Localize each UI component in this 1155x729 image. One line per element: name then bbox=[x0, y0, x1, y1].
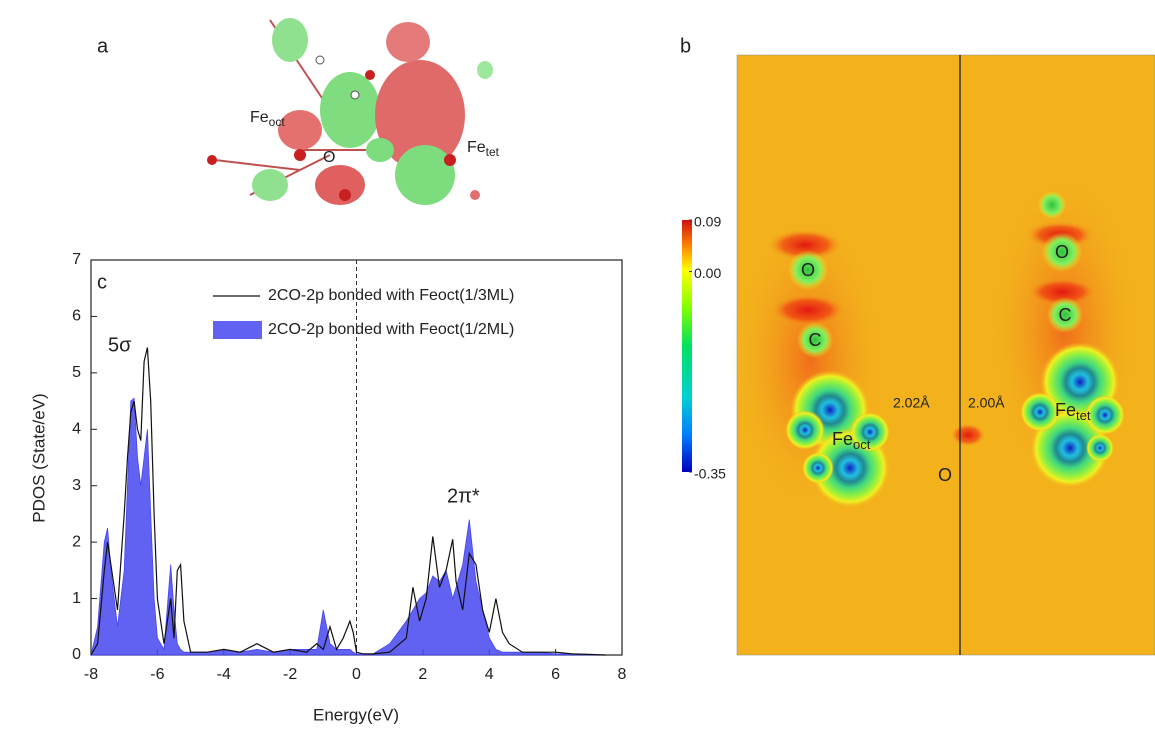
legend-swatch bbox=[213, 321, 262, 339]
atom-subscript: tet bbox=[1076, 408, 1091, 423]
y-tick-label: 1 bbox=[72, 590, 81, 607]
y-tick-label: 6 bbox=[72, 308, 81, 325]
y-tick-label: 0 bbox=[72, 646, 81, 663]
atom-symbol: C bbox=[1059, 305, 1072, 325]
atom-symbol: Fe bbox=[467, 139, 486, 156]
atom-symbol: O bbox=[1055, 242, 1069, 262]
atom-label: Fetet bbox=[467, 139, 500, 159]
legend-label: 2CO-2p bonded with Feoct(1/3ML) bbox=[268, 287, 514, 304]
colorbar-tick-label: 0.00 bbox=[694, 265, 721, 281]
x-tick-label: -6 bbox=[150, 666, 164, 683]
atom-symbol: O bbox=[801, 260, 815, 280]
x-axis-label: Energy(eV) bbox=[313, 705, 399, 724]
atom-symbol: C bbox=[809, 330, 822, 350]
atom-label: Feoct bbox=[250, 109, 285, 129]
colorbar-tick-label: -0.35 bbox=[694, 466, 726, 482]
panel-label: b bbox=[680, 35, 691, 57]
atom-label: O bbox=[938, 465, 952, 485]
atom-label: O bbox=[323, 149, 335, 166]
y-tick-label: 4 bbox=[72, 421, 81, 438]
annotation: 5σ bbox=[108, 334, 132, 356]
x-tick-label: -8 bbox=[84, 666, 98, 683]
annotation: 2π* bbox=[447, 485, 480, 507]
legend-label: 2CO-2p bonded with Feoct(1/2ML) bbox=[268, 321, 514, 338]
line bbox=[90, 347, 606, 656]
atom-symbol: Fe bbox=[832, 429, 853, 449]
y-tick-label: 3 bbox=[72, 477, 81, 494]
y-axis-label: PDOS (State/eV) bbox=[29, 393, 48, 522]
x-tick-label: -4 bbox=[217, 666, 231, 683]
atom-label: Feoct bbox=[832, 429, 871, 453]
x-tick-label: 4 bbox=[485, 666, 494, 683]
atom-symbol: Fe bbox=[1055, 400, 1076, 420]
map-labels: O C Feoct O O C Fetet 2.02Å 2.00Å bbox=[801, 242, 1091, 485]
atom-subscript: oct bbox=[853, 437, 871, 452]
x-tick-label: 6 bbox=[551, 666, 560, 683]
x-tick-label: 2 bbox=[418, 666, 427, 683]
atom-label: C bbox=[1059, 305, 1072, 325]
molecule-render bbox=[207, 18, 493, 205]
atom-label: O bbox=[1055, 242, 1069, 262]
distance-label: 2.02Å bbox=[893, 395, 930, 411]
panel-label: a bbox=[97, 35, 109, 57]
panel-label: c bbox=[97, 271, 107, 293]
atom-label: O bbox=[801, 260, 815, 280]
distance-label: 2.00Å bbox=[968, 395, 1005, 411]
atom-symbol: Fe bbox=[250, 109, 269, 126]
atom-symbol: O bbox=[938, 465, 952, 485]
atom-label: Fetet bbox=[1055, 400, 1091, 424]
atom-subscript: oct bbox=[269, 115, 286, 129]
density-map bbox=[682, 54, 1155, 656]
x-tick-label: 0 bbox=[352, 666, 361, 683]
y-tick-label: 5 bbox=[72, 364, 81, 381]
y-tick-label: 2 bbox=[72, 533, 81, 550]
x-tick-label: -2 bbox=[283, 666, 297, 683]
atom-label: C bbox=[809, 330, 822, 350]
y-tick-label: 7 bbox=[72, 251, 81, 268]
colorbar-tick-label: 0.09 bbox=[694, 214, 721, 230]
atom-subscript: tet bbox=[486, 145, 500, 159]
x-tick-label: 8 bbox=[618, 666, 627, 683]
atom-symbol: O bbox=[323, 149, 335, 166]
